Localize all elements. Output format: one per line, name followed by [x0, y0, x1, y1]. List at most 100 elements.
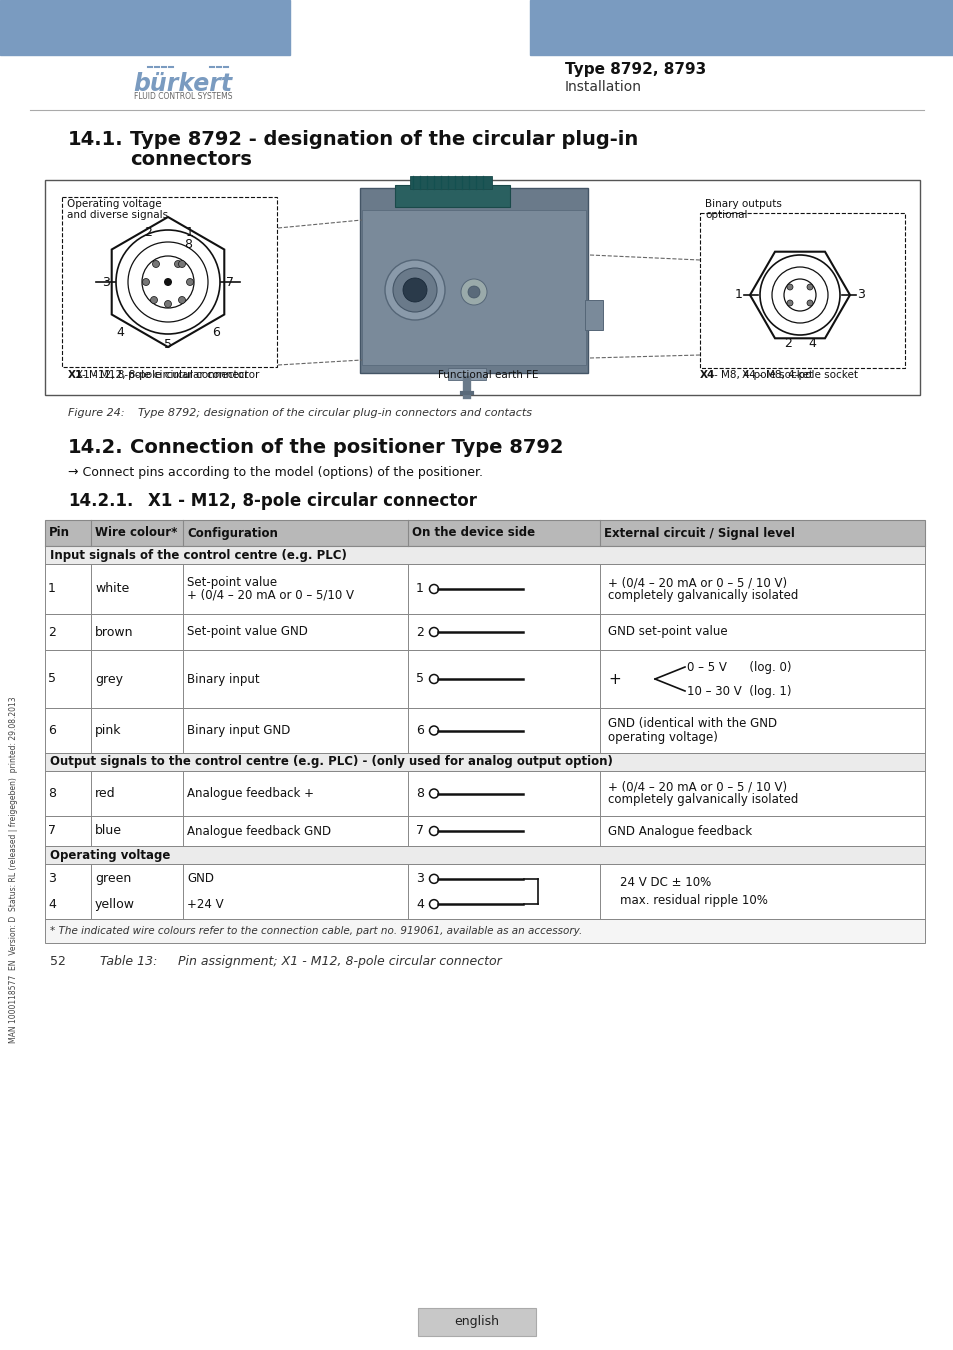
Text: Type 8792; designation of the circular plug-in connectors and contacts: Type 8792; designation of the circular p… — [138, 408, 532, 418]
Text: 6: 6 — [48, 724, 56, 737]
Text: X4: X4 — [700, 370, 715, 379]
Circle shape — [460, 279, 486, 305]
Text: 8: 8 — [184, 239, 192, 251]
Text: Set-point value: Set-point value — [187, 576, 276, 589]
Text: Analogue feedback GND: Analogue feedback GND — [187, 825, 331, 837]
Text: 6: 6 — [212, 325, 220, 339]
Text: Pin assignment; X1 - M12, 8-pole circular connector: Pin assignment; X1 - M12, 8-pole circula… — [178, 954, 501, 968]
Text: + (0/4 – 20 mA or 0 – 5 / 10 V): + (0/4 – 20 mA or 0 – 5 / 10 V) — [607, 780, 786, 794]
Text: Binary outputs: Binary outputs — [704, 198, 781, 209]
Text: Set-point value GND: Set-point value GND — [187, 625, 308, 639]
Circle shape — [393, 269, 436, 312]
Bar — [45, 771, 924, 815]
Circle shape — [806, 284, 812, 290]
Bar — [0, 0, 290, 55]
Text: connectors: connectors — [130, 150, 252, 169]
Text: → Connect pins according to the model (options) of the positioner.: → Connect pins according to the model (o… — [68, 466, 482, 479]
Bar — [45, 815, 924, 846]
Circle shape — [178, 297, 185, 304]
Text: On the device side: On the device side — [412, 526, 535, 540]
Text: 3: 3 — [856, 289, 864, 301]
Text: 5: 5 — [416, 672, 423, 686]
Text: 3: 3 — [48, 872, 56, 886]
Text: 3: 3 — [416, 872, 423, 886]
Text: red: red — [95, 787, 115, 801]
Bar — [45, 753, 924, 771]
Bar — [45, 864, 924, 919]
Text: 4: 4 — [807, 338, 815, 350]
Text: 7: 7 — [226, 275, 233, 289]
Bar — [361, 211, 585, 364]
Text: pink: pink — [95, 724, 121, 737]
Text: 4: 4 — [48, 898, 56, 911]
Text: 2: 2 — [783, 338, 791, 350]
Circle shape — [178, 261, 185, 267]
Bar — [448, 369, 485, 379]
Bar — [45, 545, 924, 564]
Text: 14.1.: 14.1. — [68, 130, 124, 148]
Text: Configuration: Configuration — [187, 526, 277, 540]
Text: Installation: Installation — [564, 80, 641, 94]
Circle shape — [164, 278, 172, 286]
Text: yellow: yellow — [95, 898, 135, 911]
Text: Operating voltage: Operating voltage — [50, 849, 171, 861]
Text: Binary input GND: Binary input GND — [187, 724, 290, 737]
Bar — [530, 0, 953, 55]
Bar — [584, 300, 602, 329]
Text: Type 8792, 8793: Type 8792, 8793 — [564, 62, 705, 77]
Bar — [45, 649, 924, 707]
Circle shape — [151, 297, 157, 304]
Bar — [410, 176, 492, 189]
Text: + (0/4 – 20 mA or 0 – 5 / 10 V): + (0/4 – 20 mA or 0 – 5 / 10 V) — [607, 576, 786, 589]
Text: 1: 1 — [48, 582, 56, 595]
Bar — [45, 614, 924, 649]
Text: External circuit / Signal level: External circuit / Signal level — [603, 526, 794, 540]
Text: brown: brown — [95, 625, 133, 639]
Text: 2: 2 — [144, 225, 152, 239]
Circle shape — [786, 300, 792, 306]
Text: - M8, 4-pole socket: - M8, 4-pole socket — [713, 370, 812, 379]
Text: +: + — [607, 671, 620, 687]
Circle shape — [468, 286, 479, 298]
Text: and diverse signals: and diverse signals — [67, 211, 168, 220]
Circle shape — [174, 261, 181, 267]
Bar — [45, 707, 924, 753]
Text: max. residual ripple 10%: max. residual ripple 10% — [619, 894, 767, 907]
Text: 4: 4 — [116, 325, 124, 339]
Bar — [45, 919, 924, 944]
Circle shape — [152, 261, 159, 267]
Text: 2: 2 — [48, 625, 56, 639]
Text: 6: 6 — [416, 724, 423, 737]
Text: 24 V DC ± 10%: 24 V DC ± 10% — [619, 876, 711, 888]
Bar — [45, 564, 924, 614]
Circle shape — [786, 284, 792, 290]
Circle shape — [142, 278, 150, 285]
Bar — [62, 197, 276, 367]
Text: Operating voltage: Operating voltage — [67, 198, 161, 209]
Text: * The indicated wire colours refer to the connection cable, part no. 919061, ava: * The indicated wire colours refer to th… — [50, 926, 581, 936]
Text: Connection of the positioner Type 8792: Connection of the positioner Type 8792 — [130, 437, 563, 458]
Bar — [417, 1308, 536, 1336]
Text: white: white — [95, 582, 129, 595]
Text: MAN 1000118577  EN  Version: D  Status: RL (released | freigegeben)  printed: 29: MAN 1000118577 EN Version: D Status: RL … — [10, 697, 18, 1044]
Text: FLUID CONTROL SYSTEMS: FLUID CONTROL SYSTEMS — [133, 92, 232, 101]
Text: +24 V: +24 V — [187, 898, 223, 911]
Text: completely galvanically isolated: completely galvanically isolated — [607, 794, 798, 806]
Text: 2: 2 — [416, 625, 423, 639]
Text: + (0/4 – 20 mA or 0 – 5/10 V: + (0/4 – 20 mA or 0 – 5/10 V — [187, 589, 354, 602]
Text: operating voltage): operating voltage) — [607, 730, 717, 744]
Bar — [45, 520, 924, 545]
Text: 1: 1 — [186, 225, 193, 239]
Text: english: english — [454, 1315, 499, 1328]
Text: 7: 7 — [48, 825, 56, 837]
Text: 4: 4 — [416, 898, 423, 911]
Text: 14.2.1.: 14.2.1. — [68, 491, 133, 510]
Text: blue: blue — [95, 825, 122, 837]
Text: 0 – 5 V      (log. 0): 0 – 5 V (log. 0) — [686, 660, 791, 674]
Text: X1 - M12, 8-pole circular connector: X1 - M12, 8-pole circular connector — [148, 491, 476, 510]
Text: 8: 8 — [416, 787, 423, 801]
Text: 52: 52 — [50, 954, 66, 968]
Circle shape — [402, 278, 427, 302]
Text: - M12, 8-pole circular connector: - M12, 8-pole circular connector — [82, 370, 248, 379]
Circle shape — [806, 300, 812, 306]
